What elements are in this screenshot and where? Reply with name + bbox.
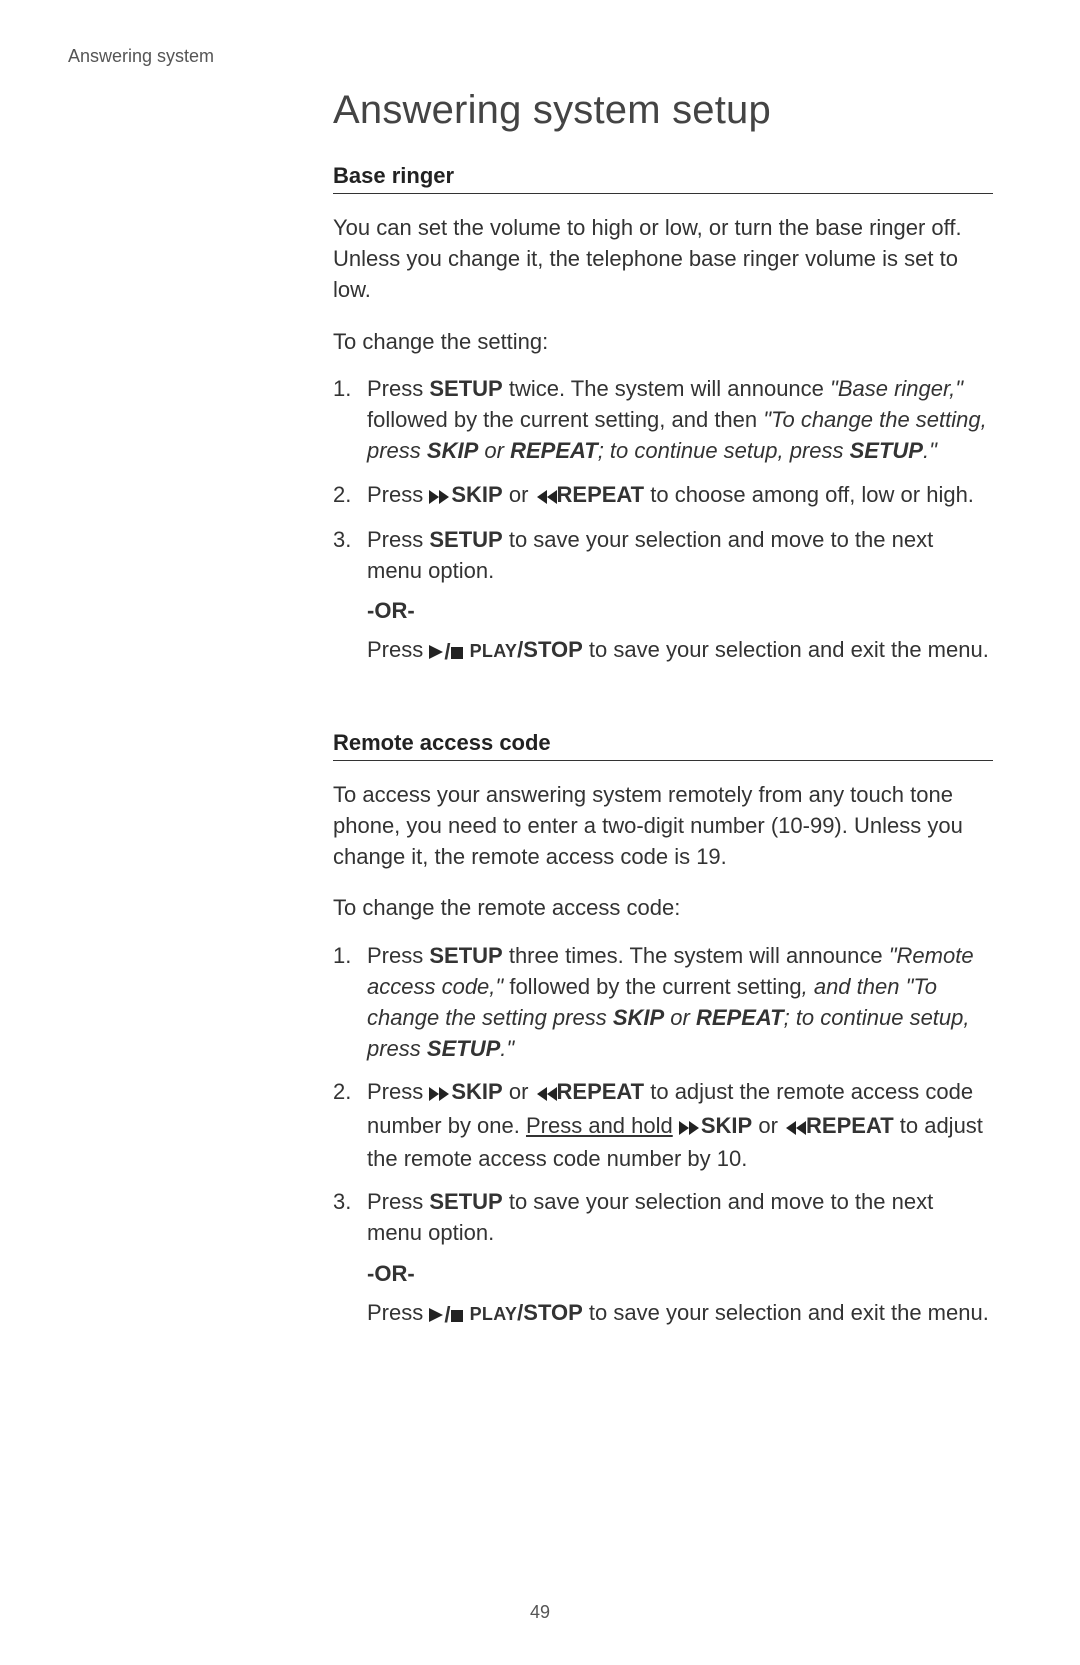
setup-label: SETUP [850, 438, 923, 463]
repeat-label: REPEAT [557, 482, 645, 507]
section1-steps: Press SETUP twice. The system will annou… [333, 373, 993, 586]
stop-label: STOP [523, 1300, 583, 1325]
text-fragment: Press [367, 1189, 429, 1214]
rewind-icon [535, 1078, 557, 1109]
text-fragment: twice. The system will announce [503, 376, 830, 401]
setup-label: SETUP [429, 943, 502, 968]
setup-label: SETUP [429, 527, 502, 552]
text-fragment: or [752, 1113, 784, 1138]
slash-icon: / [443, 1299, 451, 1330]
text-fragment: followed by the current setting [503, 974, 801, 999]
fast-forward-icon [429, 1078, 451, 1109]
play-label: PLAY [470, 641, 518, 661]
repeat-label: REPEAT [510, 438, 598, 463]
press-hold-instruction: Press and hold [526, 1113, 673, 1138]
setup-label: SETUP [429, 1189, 502, 1214]
main-content: Answering system setup Base ringer You c… [333, 88, 993, 1342]
section2-step3: Press SETUP to save your selection and m… [333, 1186, 993, 1248]
section2-intro: To access your answering system remotely… [333, 779, 993, 873]
text-fragment: Press [367, 376, 429, 401]
section2-step1: Press SETUP three times. The system will… [333, 940, 993, 1065]
section1-step3: Press SETUP to save your selection and m… [333, 524, 993, 586]
text-fragment: Press [367, 637, 429, 662]
text-fragment: or [664, 1005, 696, 1030]
voice-prompt: "Base ringer," [830, 376, 963, 401]
fast-forward-icon [429, 481, 451, 512]
setup-label: SETUP [429, 376, 502, 401]
voice-prompt: ." [923, 438, 937, 463]
section1-playstop-line: Press / PLAY/STOP to save your selection… [367, 634, 993, 667]
play-icon [429, 1299, 443, 1330]
voice-prompt: ; to continue setup, press [598, 438, 850, 463]
or-separator: -OR- [367, 598, 993, 624]
section2-playstop-line: Press / PLAY/STOP to save your selection… [367, 1297, 993, 1330]
text-fragment: to save your selection and exit the menu… [583, 1300, 989, 1325]
text-fragment: or [503, 1079, 535, 1104]
section1-step1: Press SETUP twice. The system will annou… [333, 373, 993, 467]
text-fragment: Press [367, 527, 429, 552]
skip-label: SKIP [451, 482, 502, 507]
text-fragment: three times. The system will announce [503, 943, 889, 968]
breadcrumb: Answering system [68, 46, 214, 67]
section-heading-base-ringer: Base ringer [333, 163, 993, 194]
section2-lead: To change the remote access code: [333, 892, 993, 923]
section1-intro: You can set the volume to high or low, o… [333, 212, 993, 306]
skip-label: SKIP [427, 438, 478, 463]
section1-lead: To change the setting: [333, 326, 993, 357]
fast-forward-icon [679, 1112, 701, 1143]
play-label: PLAY [470, 1304, 518, 1324]
section2-step2: Press SKIP or REPEAT to adjust the remot… [333, 1076, 993, 1174]
repeat-label: REPEAT [806, 1113, 894, 1138]
section1-step2: Press SKIP or REPEAT to choose among off… [333, 479, 993, 512]
rewind-icon [535, 481, 557, 512]
skip-label: SKIP [701, 1113, 752, 1138]
rewind-icon [784, 1112, 806, 1143]
stop-label: STOP [523, 637, 583, 662]
text-fragment: to save your selection and exit the menu… [583, 637, 989, 662]
text-fragment: followed by the current setting, and the… [367, 407, 763, 432]
text-fragment: Press [367, 943, 429, 968]
page-title: Answering system setup [333, 88, 993, 133]
repeat-label: REPEAT [557, 1079, 645, 1104]
stop-icon [451, 1299, 463, 1330]
slash-icon: / [443, 636, 451, 667]
stop-icon [451, 636, 463, 667]
page-number: 49 [0, 1602, 1080, 1623]
voice-prompt: ." [500, 1036, 514, 1061]
or-separator: -OR- [367, 1261, 993, 1287]
text-fragment: to choose among off, low or high. [644, 482, 974, 507]
text-fragment: Press [367, 482, 429, 507]
skip-label: SKIP [451, 1079, 502, 1104]
setup-label: SETUP [427, 1036, 500, 1061]
text-fragment: Press [367, 1079, 429, 1104]
play-icon [429, 636, 443, 667]
repeat-label: REPEAT [696, 1005, 784, 1030]
section2-steps: Press SETUP three times. The system will… [333, 940, 993, 1249]
skip-label: SKIP [613, 1005, 664, 1030]
text-fragment: or [503, 482, 535, 507]
text-fragment: Press [367, 1300, 429, 1325]
section-heading-remote-access: Remote access code [333, 730, 993, 761]
text-fragment: or [478, 438, 510, 463]
